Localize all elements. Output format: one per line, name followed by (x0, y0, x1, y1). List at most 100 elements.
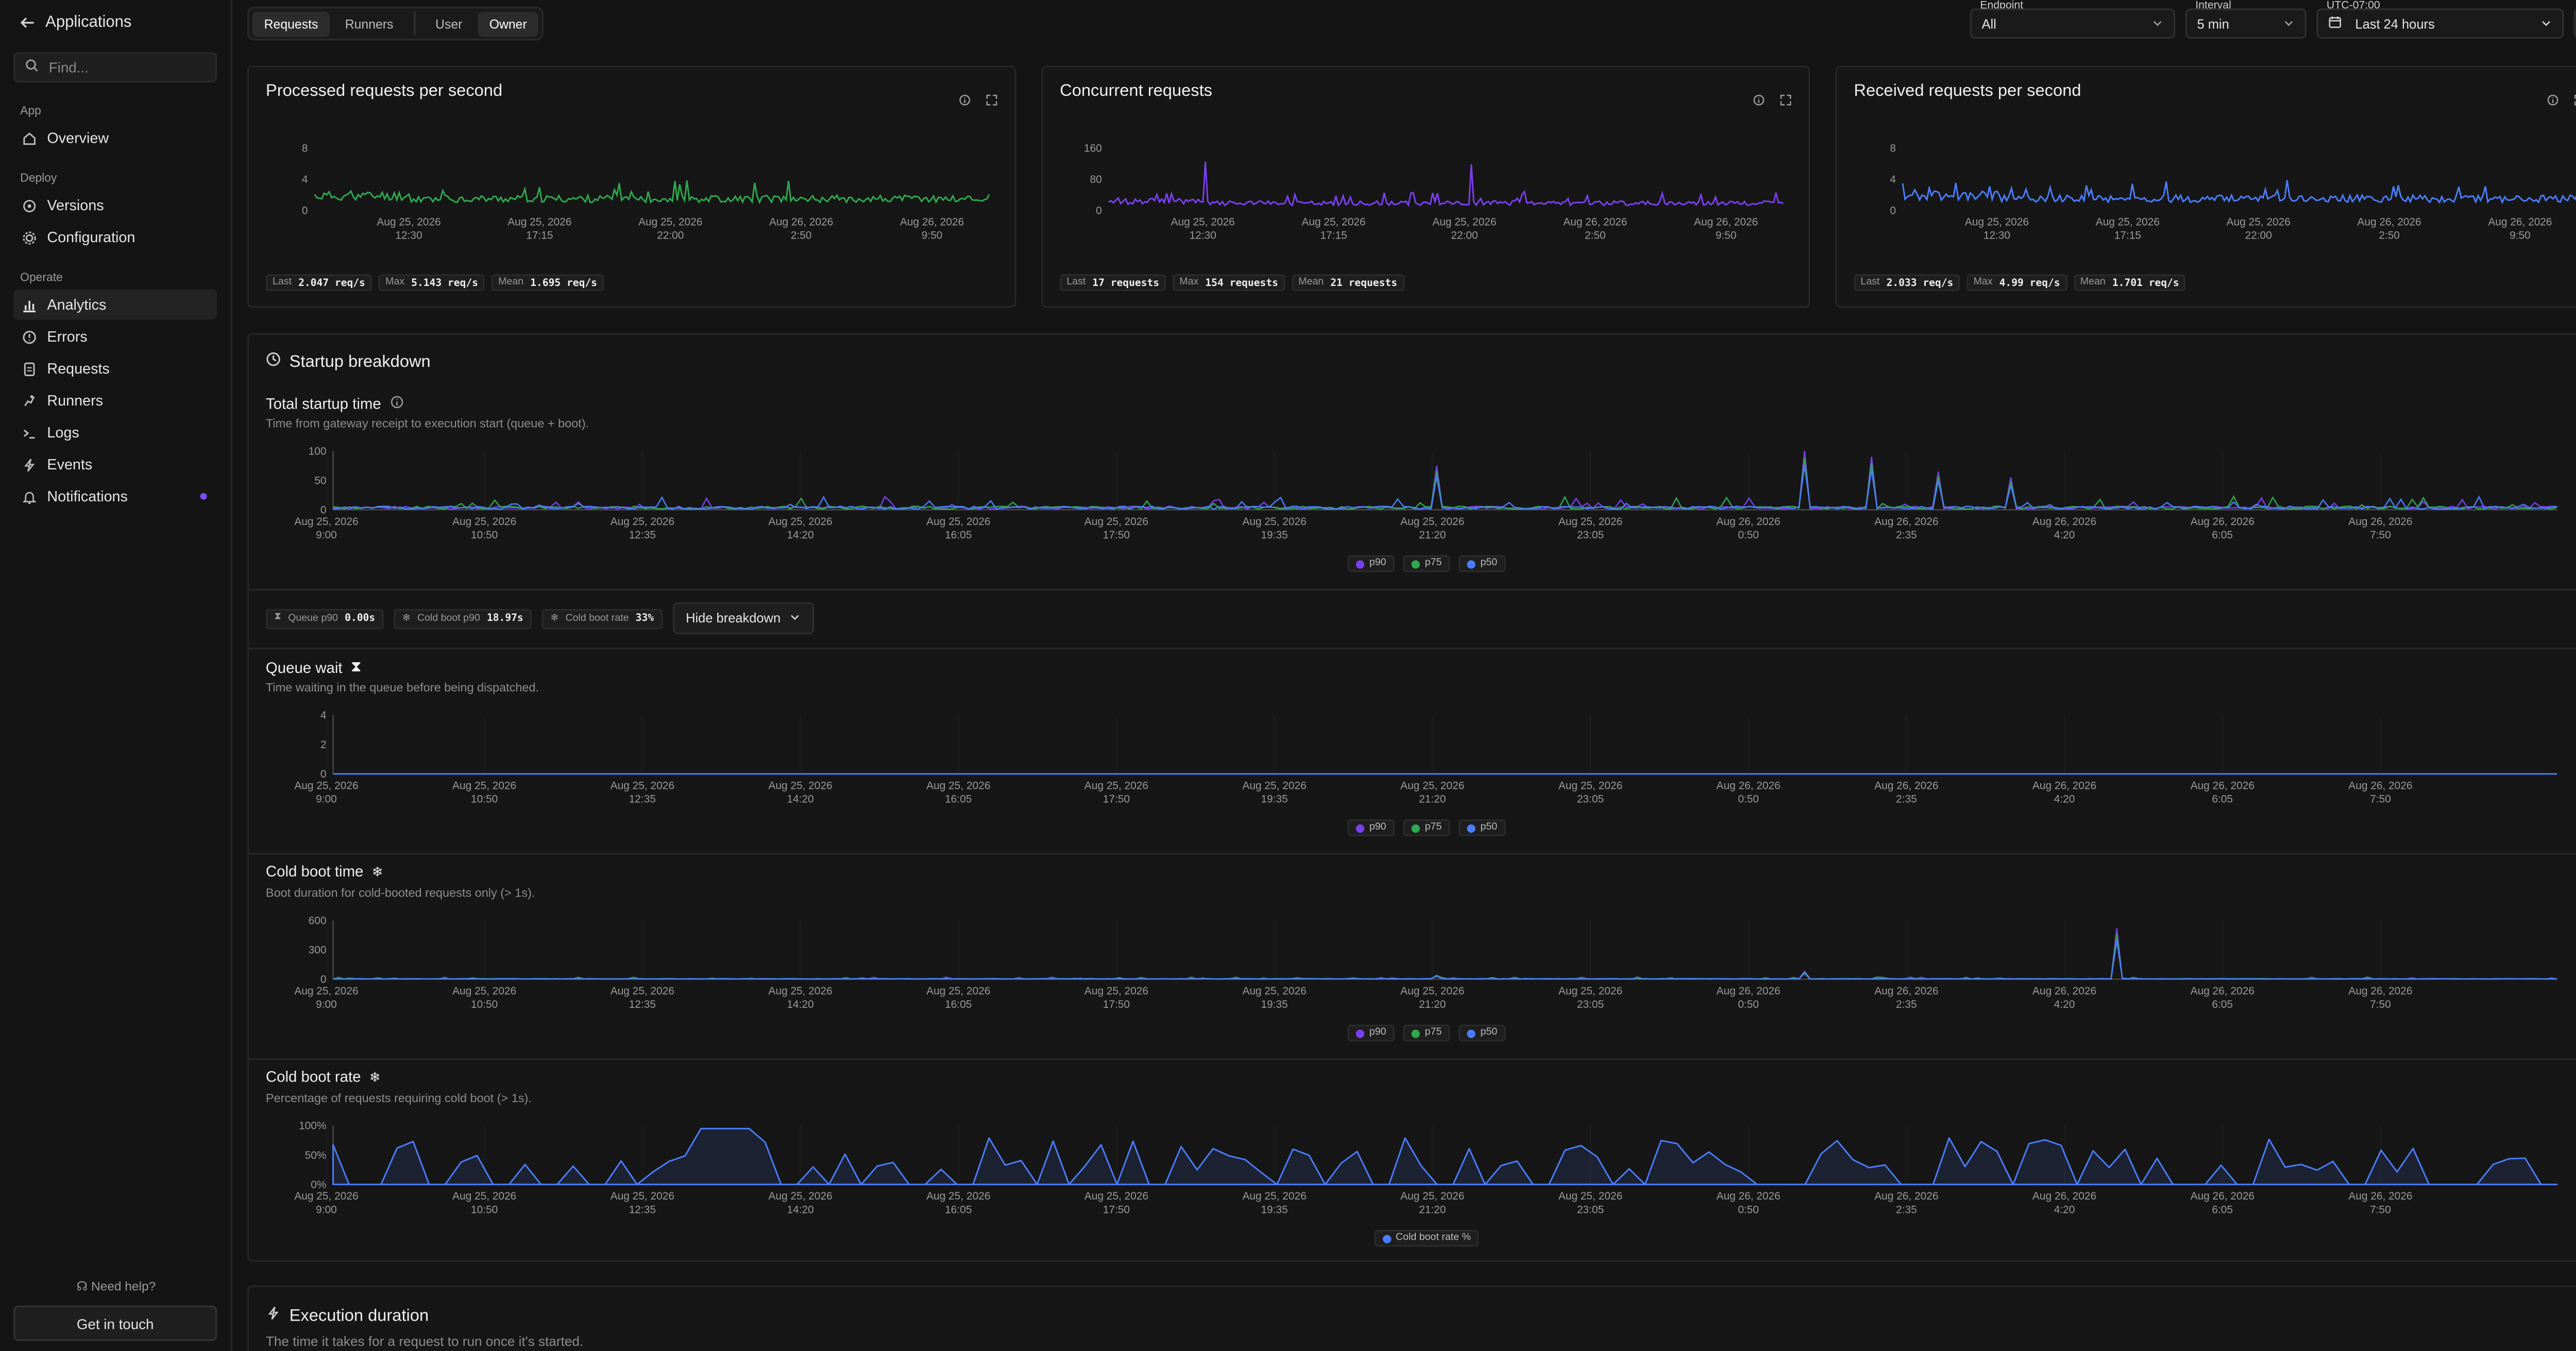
stat-mean: Mean 1.695 req/s (492, 274, 604, 291)
x-tick-label: Aug 26, 2026 (2032, 985, 2096, 997)
chevron-down-icon (789, 611, 801, 626)
x-tick-label: Aug 26, 2026 (2191, 1190, 2255, 1202)
legend-p50[interactable]: p50 (1459, 555, 1506, 572)
x-tick-label: Aug 26, 2026 (2357, 216, 2421, 228)
x-tick-label: 9:50 (1716, 230, 1737, 242)
metric-card: Concurrent requests 160 80 0 Aug 25, 2026 12… (1041, 65, 1810, 308)
x-tick-label: 10:50 (471, 999, 498, 1010)
cold-boot-legend: p90 p75 p50 (249, 1024, 2576, 1042)
search-input[interactable]: Find... (13, 52, 217, 82)
tab-requests[interactable]: Requests (252, 11, 330, 37)
x-tick-label: 23:05 (1577, 999, 1604, 1010)
x-tick-label: 12:30 (395, 230, 422, 242)
interval-value: 5 min (2197, 16, 2229, 31)
x-tick-label: 19:35 (1261, 529, 1287, 541)
section-app: App (20, 106, 41, 118)
y-tick-label: 0% (311, 1179, 326, 1191)
sidebar-item-logs[interactable]: Logs (13, 417, 217, 448)
x-tick-label: Aug 26, 2026 (2348, 780, 2412, 791)
y-tick-label: 0 (320, 504, 327, 516)
legend-p50[interactable]: p50 (1459, 1024, 1506, 1042)
time-range-select[interactable]: Last 24 hours (2316, 8, 2564, 39)
x-tick-label: 6:05 (2212, 529, 2233, 541)
x-tick-label: 0:50 (1738, 793, 1759, 805)
total-startup-title-row: Total startup time (266, 395, 403, 412)
expand-icon[interactable] (1780, 84, 1792, 114)
get-in-touch-button[interactable]: Get in touch (13, 1305, 217, 1341)
sidebar-item-notifications[interactable]: Notifications (13, 481, 217, 512)
x-tick-label: 17:15 (2114, 230, 2141, 242)
x-tick-label: 14:20 (787, 1204, 814, 1215)
sidebar-item-requests[interactable]: Requests (13, 353, 217, 384)
sidebar-item-label: Configuration (47, 229, 135, 246)
back-to-applications[interactable]: Applications (0, 0, 230, 45)
x-tick-label: 0:50 (1738, 999, 1759, 1010)
info-icon[interactable] (2547, 84, 2559, 114)
y-tick-label: 50% (305, 1150, 327, 1161)
x-tick-label: Aug 26, 2026 (1874, 985, 1938, 997)
x-tick-label: Aug 26, 2026 (1874, 780, 1938, 791)
card-actions (2547, 84, 2576, 114)
search-icon (25, 59, 39, 76)
y-tick-label: 160 (1084, 143, 1102, 155)
hide-breakdown-button[interactable]: Hide breakdown (672, 602, 815, 635)
legend-p90[interactable]: p90 (1347, 555, 1395, 572)
x-tick-label: Aug 25, 2026 (452, 516, 516, 528)
back-label: Applications (45, 13, 132, 32)
x-tick-label: 17:15 (1320, 230, 1347, 242)
legend-p90[interactable]: p90 (1347, 1024, 1395, 1042)
x-tick-label: Aug 25, 2026 (294, 1190, 358, 1202)
x-tick-label: Aug 25, 2026 (768, 1190, 832, 1202)
x-tick-label: Aug 25, 2026 (638, 216, 702, 228)
legend-p50[interactable]: p50 (1459, 819, 1506, 836)
sidebar-item-events[interactable]: Events (13, 449, 217, 480)
x-tick-label: 16:05 (945, 793, 972, 805)
series-line (314, 180, 990, 205)
x-tick-label: 16:05 (945, 1204, 972, 1215)
legend-p90[interactable]: p90 (1347, 819, 1395, 836)
refresh-button[interactable] (2573, 8, 2576, 39)
info-icon[interactable] (959, 84, 971, 114)
stat-last: Last 17 requests (1060, 274, 1166, 291)
x-tick-label: 16:05 (945, 529, 972, 541)
y-tick-label: 50 (314, 475, 326, 486)
tab-user[interactable]: User (435, 16, 463, 31)
sidebar-item-errors[interactable]: Errors (13, 322, 217, 352)
x-tick-label: 7:50 (2370, 999, 2391, 1010)
sidebar-item-runners[interactable]: Runners (13, 385, 217, 416)
legend-p75[interactable]: p75 (1403, 1024, 1450, 1042)
interval-select[interactable]: 5 min (2185, 8, 2307, 39)
x-tick-label: Aug 25, 2026 (294, 985, 358, 997)
sidebar-item-label: Runners (47, 392, 104, 409)
sidebar-item-versions[interactable]: Versions (13, 190, 217, 221)
execution-duration-desc: The time it takes for a request to run o… (265, 1334, 584, 1349)
x-tick-label: Aug 25, 2026 (611, 516, 674, 528)
series-line-p75 (333, 934, 2557, 980)
x-tick-label: Aug 25, 2026 (926, 780, 990, 791)
expand-icon[interactable] (986, 84, 997, 114)
x-tick-label: Aug 26, 2026 (2348, 1190, 2412, 1202)
legend-p75[interactable]: p75 (1403, 819, 1450, 836)
lightning-icon (266, 1306, 281, 1326)
expand-icon[interactable] (2574, 84, 2576, 114)
search-placeholder: Find... (48, 59, 89, 76)
help-link[interactable]: ☊ Need help? (0, 1279, 232, 1294)
sidebar-item-configuration[interactable]: Configuration (13, 222, 217, 252)
sidebar-item-overview[interactable]: Overview (13, 123, 217, 153)
series-line (1108, 161, 1784, 207)
sidebar-item-analytics[interactable]: Analytics (13, 289, 217, 320)
tab-runners[interactable]: Runners (345, 16, 394, 31)
cold-rate-desc: Percentage of requests requiring cold bo… (265, 1090, 532, 1106)
home-icon (22, 130, 37, 145)
x-tick-label: 2:50 (2379, 230, 2400, 242)
x-tick-label: Aug 26, 2026 (769, 216, 833, 228)
tab-owner[interactable]: Owner (477, 11, 539, 37)
x-tick-label: 0:50 (1738, 529, 1759, 541)
execution-duration-card: Execution duration The time it takes for… (247, 1285, 2576, 1351)
info-icon[interactable] (1753, 84, 1765, 114)
legend-p75[interactable]: p75 (1403, 555, 1450, 572)
cold-boot-title: Cold boot time (265, 863, 364, 880)
legend-cold-boot-rate[interactable]: Cold boot rate % (1374, 1229, 1480, 1247)
endpoint-select[interactable]: All (1970, 8, 2176, 39)
info-icon[interactable] (389, 395, 403, 412)
